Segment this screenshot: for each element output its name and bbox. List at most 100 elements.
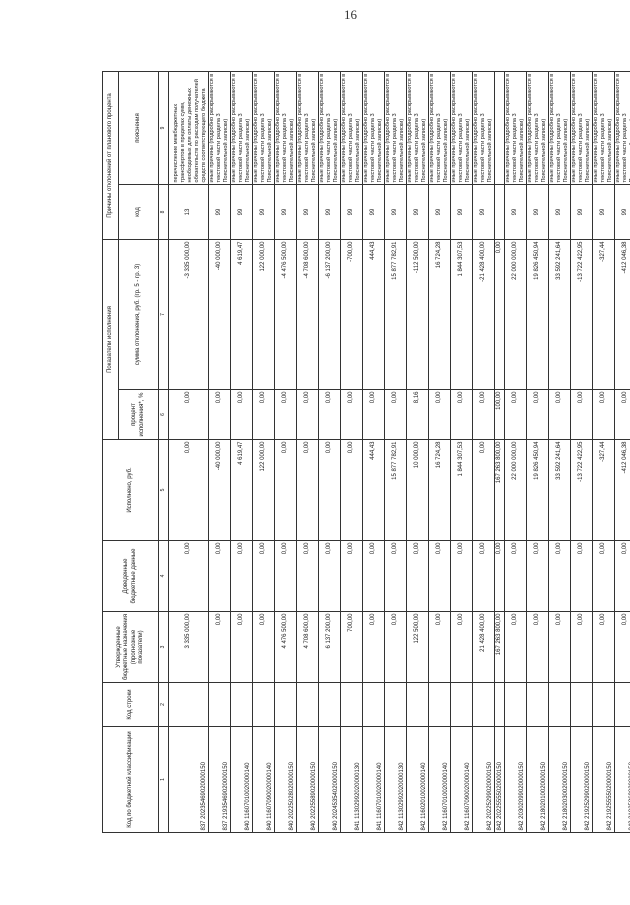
- header-execution-group: Показатели исполнения: [102, 239, 119, 440]
- line-code-cell: [252, 682, 275, 727]
- percent-cell: 0,00: [168, 389, 209, 440]
- executed-cell: -412 046,38: [614, 439, 630, 541]
- classification-code-cell: 842 21925555020000150: [592, 726, 615, 833]
- percent-cell: 8,16: [406, 389, 429, 440]
- table-row: 837 20235469020000150 3 335 000,00 0,00 0,0…: [168, 71, 209, 833]
- approved-cell: 21 428 400,00: [472, 611, 495, 683]
- brought-cell: 0,00: [340, 540, 363, 612]
- executed-cell: 0,00: [274, 439, 297, 541]
- reason-code-cell: 99: [230, 184, 253, 240]
- reason-code-cell: 99: [252, 184, 275, 240]
- line-code-cell: [548, 682, 571, 727]
- percent-cell: 0,00: [570, 389, 593, 440]
- table-row: 842 11607090020000140 0,00 0,00 1 844 307,5…: [450, 71, 473, 833]
- approved-cell: 0,00: [384, 611, 407, 683]
- deviation-cell: 4 619,47: [230, 239, 253, 390]
- column-number: 7: [158, 239, 169, 390]
- table-row: 842 20302099020000150 0,00 0,00 22 000 000,…: [504, 71, 527, 833]
- column-number: 4: [158, 540, 169, 612]
- classification-code-cell: 842 20302099020000150: [504, 726, 527, 833]
- line-code-cell: [472, 682, 495, 727]
- header-brought: Доведенные бюджетные данные: [102, 540, 159, 612]
- classification-code-cell: 837 20235469020000150: [168, 726, 209, 833]
- percent-cell: 0,00: [252, 389, 275, 440]
- executed-cell: -40 000,00: [208, 439, 231, 541]
- deviation-cell: -327,44: [592, 239, 615, 390]
- line-code-cell: [614, 682, 630, 727]
- executed-cell: -327,44: [592, 439, 615, 541]
- brought-cell: 0,00: [570, 540, 593, 612]
- percent-cell: 0,00: [450, 389, 473, 440]
- executed-cell: 444,43: [362, 439, 385, 541]
- header-executed: Исполнено, руб.: [102, 439, 159, 541]
- header-reasons-group: Причины отклонений от планового процента: [102, 71, 119, 240]
- classification-code-cell: 842 11302992020000130: [384, 726, 407, 833]
- line-code-cell: [208, 682, 231, 727]
- approved-cell: 0,00: [570, 611, 593, 683]
- table-row: 842 21925299020000150 0,00 0,00 -13 722 422…: [570, 71, 593, 833]
- explanation-cell: иные причины (подробно раскрываются в те…: [548, 71, 571, 185]
- classification-code-cell: 842 21802010020000150: [526, 726, 549, 833]
- executed-cell: 16 724,28: [428, 439, 451, 541]
- classification-code-cell: 842 21925868020000150: [614, 726, 630, 833]
- deviation-cell: -700,00: [340, 239, 363, 390]
- brought-cell: 0,00: [614, 540, 630, 612]
- percent-cell: 0,00: [208, 389, 231, 440]
- percent-cell: 0,00: [504, 389, 527, 440]
- reason-code-cell: 99: [406, 184, 429, 240]
- brought-cell: 0,00: [318, 540, 341, 612]
- line-code-cell: [592, 682, 615, 727]
- brought-cell: 0,00: [296, 540, 319, 612]
- brought-cell: 0,00: [208, 540, 231, 612]
- classification-code-cell: 840 11607090020000140: [252, 726, 275, 833]
- percent-cell: 0,00: [362, 389, 385, 440]
- reason-code-cell: 99: [592, 184, 615, 240]
- explanation-cell: иные причины (подробно раскрываются в те…: [318, 71, 341, 185]
- header-classification-code: Код по бюджетной классификации: [102, 726, 159, 833]
- reason-code-cell: 99: [384, 184, 407, 240]
- executed-cell: 0,00: [168, 439, 209, 541]
- table-row: 841 11302992020000130 700,00 0,00 0,00 0,00-…: [340, 71, 363, 833]
- reason-code-cell: 99: [296, 184, 319, 240]
- executed-cell: 15 877 782,91: [384, 439, 407, 541]
- explanation-cell: иные причины (подробно раскрываются в те…: [526, 71, 549, 185]
- percent-cell: 0,00: [548, 389, 571, 440]
- reason-code-cell: 99: [570, 184, 593, 240]
- brought-cell: 0,00: [406, 540, 429, 612]
- line-code-cell: [384, 682, 407, 727]
- column-number: 6: [158, 389, 169, 440]
- line-code-cell: [570, 682, 593, 727]
- deviation-cell: -412 046,38: [614, 239, 630, 390]
- approved-cell: 3 335 000,00: [168, 611, 209, 683]
- brought-cell: 0,00: [504, 540, 527, 612]
- explanation-cell: иные причины (подробно раскрываются в те…: [208, 71, 231, 185]
- line-code-cell: [340, 682, 363, 727]
- deviation-cell: 444,43: [362, 239, 385, 390]
- approved-cell: 0,00: [230, 611, 253, 683]
- percent-cell: 0,00: [340, 389, 363, 440]
- approved-cell: 0,00: [450, 611, 473, 683]
- classification-code-cell: 842 20225299020000150: [472, 726, 495, 833]
- table-row: 842 20225299020000150 21 428 400,00 0,00 0,…: [472, 71, 495, 833]
- explanation-cell: [494, 71, 505, 185]
- header-approved: Утвержденные бюджетные назначения (прогн…: [102, 611, 159, 683]
- explanation-cell: иные причины (подробно раскрываются в те…: [570, 71, 593, 185]
- approved-cell: 0,00: [614, 611, 630, 683]
- explanation-cell: иные причины (подробно раскрываются в те…: [614, 71, 630, 185]
- explanation-cell: иные причины (подробно раскрываются в те…: [472, 71, 495, 185]
- approved-cell: 0,00: [428, 611, 451, 683]
- explanation-cell: иные причины (подробно раскрываются в те…: [362, 71, 385, 185]
- explanation-cell: иные причины (подробно раскрываются в те…: [406, 71, 429, 185]
- explanation-cell: перечисление межбюджетных трансфертов в …: [168, 71, 209, 185]
- classification-code-cell: 842 11607090020000140: [450, 726, 473, 833]
- explanation-cell: иные причины (подробно раскрываются в те…: [592, 71, 615, 185]
- reason-code-cell: [494, 184, 505, 240]
- reason-code-cell: 13: [168, 184, 209, 240]
- table-row: 842 21802010020000150 0,00 0,00 19 826 450,…: [526, 71, 549, 833]
- line-code-cell: [274, 682, 297, 727]
- header-percent: процент исполнения*, %: [118, 389, 159, 440]
- deviation-cell: -112 500,00: [406, 239, 429, 390]
- percent-cell: 0,00: [526, 389, 549, 440]
- percent-cell: 0,00: [472, 389, 495, 440]
- executed-cell: 0,00: [472, 439, 495, 541]
